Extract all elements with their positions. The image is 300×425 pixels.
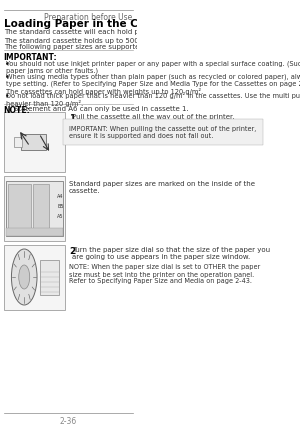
Bar <box>6 181 63 235</box>
Circle shape <box>11 249 37 305</box>
Bar <box>21 133 46 150</box>
Text: The standard cassette will each hold plain paper, recycled paper or color paper.: The standard cassette will each hold pla… <box>4 29 283 35</box>
Text: Turn the paper size dial so that the size of the paper you
are going to use appe: Turn the paper size dial so that the siz… <box>72 246 270 260</box>
FancyBboxPatch shape <box>4 176 65 241</box>
Text: A5: A5 <box>57 213 64 218</box>
Text: 1: 1 <box>69 113 75 122</box>
Text: NOTE: When the paper size dial is set to OTHER the paper
size must be set into t: NOTE: When the paper size dial is set to… <box>69 264 260 284</box>
Text: •: • <box>5 73 10 82</box>
Text: When using media types other than plain paper (such as recycled or colored paper: When using media types other than plain … <box>6 73 300 95</box>
Text: IMPORTANT: When pulling the cassette out of the printer,
ensure it is supported : IMPORTANT: When pulling the cassette out… <box>69 125 256 139</box>
Bar <box>8 184 31 229</box>
Text: The following paper sizes are supported: Legal, Oficio II, Letter, Executive, St: The following paper sizes are supported:… <box>4 44 300 50</box>
Text: NOTE:: NOTE: <box>4 105 30 114</box>
Text: 2-36: 2-36 <box>60 417 77 425</box>
Text: Loading Paper in the Cassettes: Loading Paper in the Cassettes <box>4 19 187 29</box>
FancyBboxPatch shape <box>4 244 65 309</box>
Text: A4: A4 <box>57 193 64 198</box>
Text: •: • <box>5 91 10 100</box>
Bar <box>33 184 50 229</box>
Text: You should not use inkjet printer paper or any paper with a special surface coat: You should not use inkjet printer paper … <box>6 60 300 74</box>
FancyBboxPatch shape <box>4 111 65 172</box>
Text: Standard paper sizes are marked on the inside of the
cassette.: Standard paper sizes are marked on the i… <box>69 181 255 193</box>
Bar <box>14 136 22 147</box>
Text: Preparation before Use: Preparation before Use <box>44 13 133 22</box>
Bar <box>40 260 58 295</box>
Bar <box>6 227 63 235</box>
Text: B5: B5 <box>57 204 64 209</box>
Text: 2: 2 <box>69 246 75 255</box>
Text: •: • <box>5 60 10 69</box>
Text: Pull the cassette all the way out of the printer.: Pull the cassette all the way out of the… <box>72 113 235 119</box>
Text: The standard cassette holds up to 500 sheets of A4 or smaller plain paper (80 g/: The standard cassette holds up to 500 sh… <box>4 36 300 43</box>
Text: Do not load thick paper that is heavier than 120 g/m² in the cassettes. Use the : Do not load thick paper that is heavier … <box>6 91 300 107</box>
Text: IMPORTANT:: IMPORTANT: <box>4 53 57 62</box>
Circle shape <box>19 265 30 289</box>
Text: Statement and A6 can only be used in cassette 1.: Statement and A6 can only be used in cas… <box>14 105 188 111</box>
